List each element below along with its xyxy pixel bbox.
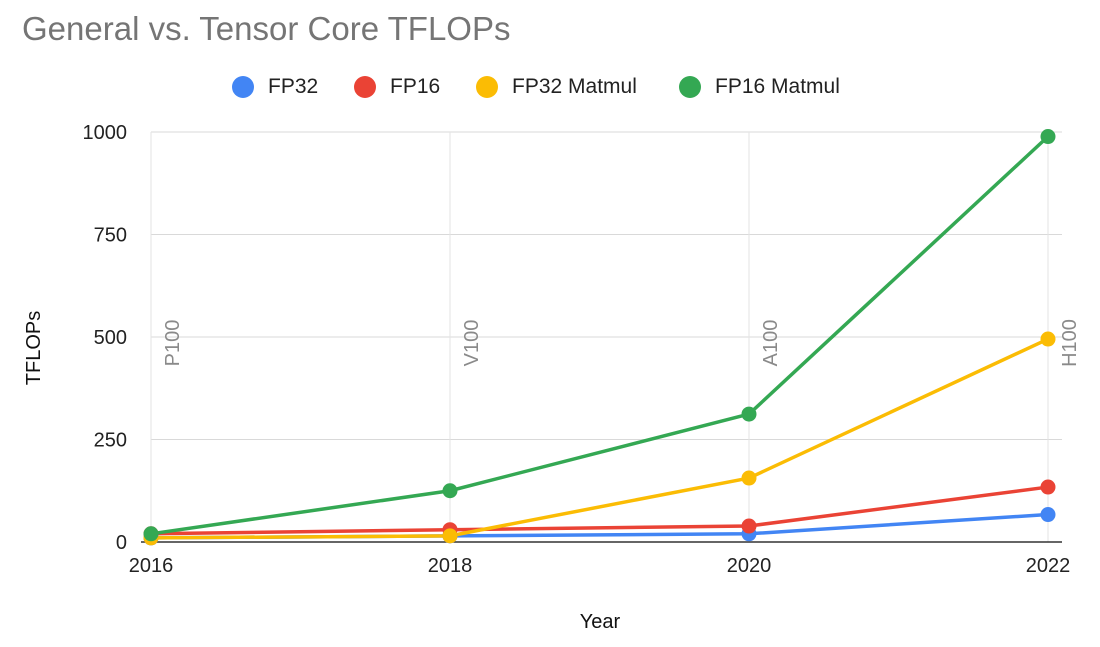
y-tick-label: 0 <box>116 532 127 554</box>
y-tick-label: 500 <box>94 327 127 349</box>
legend-swatch-fp32 <box>232 76 254 98</box>
data-point-fp32-matmul[interactable] <box>1040 331 1056 347</box>
legend-label-fp16: FP16 <box>390 75 441 98</box>
gpu-annotation-p100: P100 <box>162 320 184 367</box>
series-line-fp16 <box>150 485 1049 536</box>
chart-title: General vs. Tensor Core TFLOPs <box>22 10 511 47</box>
series-lines <box>143 129 1056 546</box>
legend-swatch-fp16 <box>354 76 376 98</box>
x-tick-label: 2020 <box>727 555 772 577</box>
gpu-annotation-h100: H100 <box>1059 319 1081 367</box>
data-point-fp16-matmul[interactable] <box>1040 129 1056 145</box>
legend-item-fp16-matmul[interactable]: FP16 Matmul <box>679 72 840 102</box>
gpu-annotations: P100 V100 A100 H100 <box>162 319 1081 367</box>
data-point-fp32-matmul[interactable] <box>741 470 757 486</box>
data-point-fp32[interactable] <box>1040 507 1056 523</box>
tick-labels: 0 250 500 750 1000 2016 2018 2020 2022 <box>83 122 1071 577</box>
gpu-annotation-v100: V100 <box>461 320 483 367</box>
legend-item-fp32[interactable]: FP32 <box>232 72 318 102</box>
y-tick-label: 250 <box>94 430 127 452</box>
data-point-fp16[interactable] <box>1040 479 1056 495</box>
gpu-annotation-a100: A100 <box>760 320 782 367</box>
data-point-fp16[interactable] <box>741 518 757 534</box>
legend-swatch-fp32-matmul <box>476 76 498 98</box>
x-tick-label: 2018 <box>428 555 473 577</box>
data-point-fp16-matmul[interactable] <box>442 483 458 499</box>
legend-label-fp32-matmul: FP32 Matmul <box>512 75 637 98</box>
data-point-fp32-matmul[interactable] <box>442 528 458 544</box>
x-axis-title: Year <box>580 611 621 633</box>
legend-swatch-fp16-matmul <box>679 76 701 98</box>
y-axis-title: TFLOPs <box>23 311 45 385</box>
x-tick-label: 2022 <box>1026 555 1071 577</box>
y-tick-label: 750 <box>94 225 127 247</box>
series-line-fp16-matmul <box>150 135 1050 536</box>
data-point-fp16-matmul[interactable] <box>741 406 757 422</box>
legend-item-fp32-matmul[interactable]: FP32 Matmul <box>476 72 637 102</box>
data-point-fp16-matmul[interactable] <box>143 526 159 542</box>
series-line-fp32-matmul <box>150 337 1049 540</box>
legend-label-fp16-matmul: FP16 Matmul <box>715 75 840 98</box>
legend: FP32 FP16 FP32 Matmul FP16 Matmul <box>0 72 1100 102</box>
grid <box>141 131 1062 543</box>
y-tick-label: 1000 <box>83 122 128 144</box>
legend-item-fp16[interactable]: FP16 <box>354 72 440 102</box>
x-tick-label: 2016 <box>129 555 174 577</box>
legend-label-fp32: FP32 <box>268 75 319 98</box>
